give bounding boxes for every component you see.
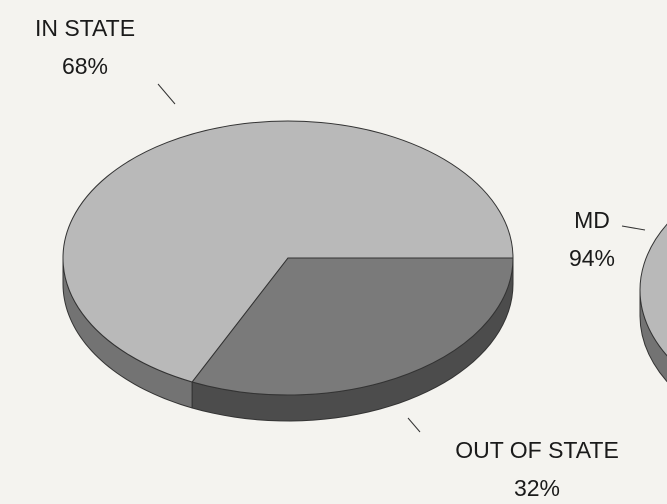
slice xyxy=(639,223,667,357)
leader-line xyxy=(407,417,421,433)
slice-value-label: 68% xyxy=(62,53,108,79)
slice-value-label: 94% xyxy=(569,245,615,271)
slice-label: MD xyxy=(574,207,610,233)
leader-line xyxy=(157,83,176,105)
slice-label: OUT OF STATE xyxy=(455,437,619,463)
slice-label: IN STATE xyxy=(35,15,135,41)
slice-side xyxy=(639,289,667,383)
slice xyxy=(62,120,514,383)
slice xyxy=(191,257,514,396)
slice-value-label: 32% xyxy=(514,475,560,501)
leader-line xyxy=(621,225,646,231)
